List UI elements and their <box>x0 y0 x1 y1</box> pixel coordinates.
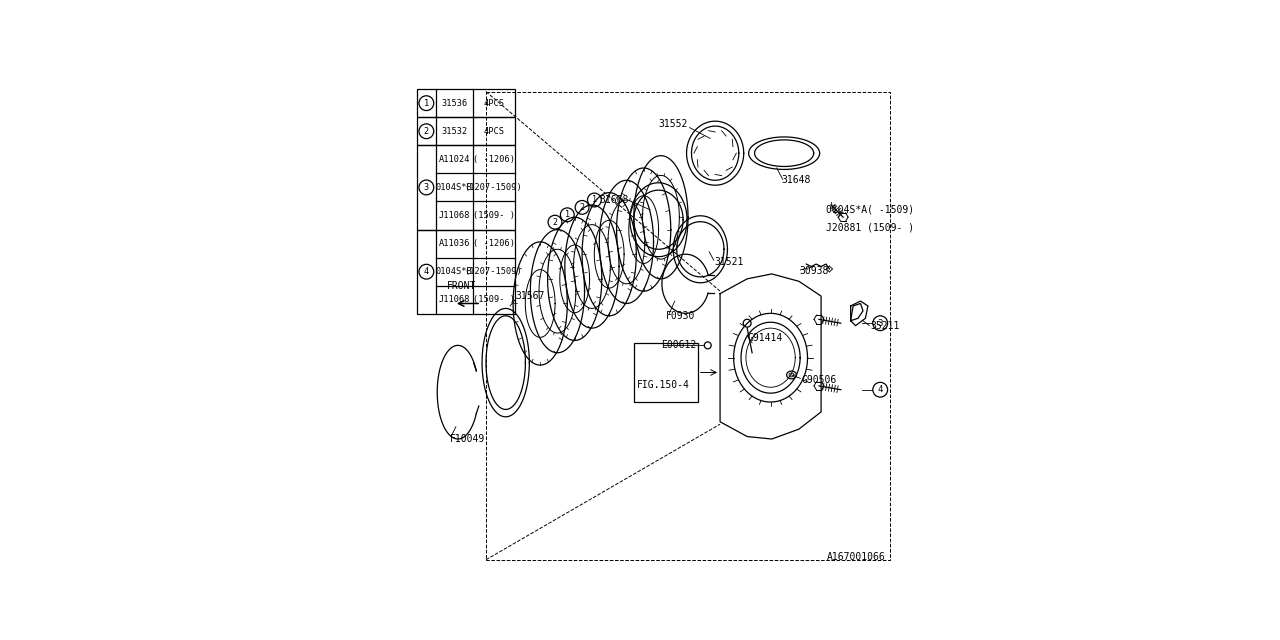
Text: 31567: 31567 <box>516 291 545 301</box>
Bar <box>417 117 515 145</box>
Text: 2: 2 <box>424 127 429 136</box>
Text: G90506: G90506 <box>801 375 837 385</box>
Text: 0104S*B: 0104S*B <box>435 183 472 192</box>
Text: A167001066: A167001066 <box>827 552 886 563</box>
Text: J11068: J11068 <box>439 295 470 304</box>
Bar <box>417 145 515 230</box>
Text: 2: 2 <box>580 203 585 212</box>
Text: (1207-1509): (1207-1509) <box>465 183 522 192</box>
Text: 31648: 31648 <box>782 175 812 186</box>
Text: E00612: E00612 <box>660 340 696 350</box>
Text: F10049: F10049 <box>451 434 485 444</box>
Text: 4: 4 <box>878 385 883 394</box>
Text: G91414: G91414 <box>748 333 782 343</box>
Text: (1207-1509): (1207-1509) <box>465 268 522 276</box>
Bar <box>417 89 515 117</box>
Text: 31532: 31532 <box>442 127 467 136</box>
Text: 3: 3 <box>424 183 429 192</box>
Text: 4PCS: 4PCS <box>483 127 504 136</box>
Text: ( -1206): ( -1206) <box>472 239 515 248</box>
Text: 31536: 31536 <box>442 99 467 108</box>
Text: 4: 4 <box>424 268 429 276</box>
Text: 0104S*B: 0104S*B <box>435 268 472 276</box>
Text: J20881 (1509- ): J20881 (1509- ) <box>826 222 914 232</box>
Text: FRONT: FRONT <box>447 281 476 291</box>
Text: 30938: 30938 <box>799 266 828 276</box>
Text: 31521: 31521 <box>714 257 744 267</box>
Text: F0930: F0930 <box>666 311 695 321</box>
Text: 4PCS: 4PCS <box>483 99 504 108</box>
Bar <box>634 343 698 402</box>
Bar <box>417 230 515 314</box>
Text: 3: 3 <box>878 319 883 328</box>
Text: ( -1206): ( -1206) <box>472 155 515 164</box>
Text: FIG.150-4: FIG.150-4 <box>637 380 690 390</box>
Text: 31552: 31552 <box>659 118 689 129</box>
Text: (1509- ): (1509- ) <box>472 211 515 220</box>
Text: (1509- ): (1509- ) <box>472 295 515 304</box>
Text: 1: 1 <box>564 211 570 220</box>
Text: 0104S*A( -1509): 0104S*A( -1509) <box>826 205 914 215</box>
Text: 1: 1 <box>591 195 596 205</box>
Text: 2: 2 <box>553 218 558 227</box>
Text: 31668: 31668 <box>599 195 628 205</box>
Text: A11024: A11024 <box>439 155 470 164</box>
Text: 1: 1 <box>424 99 429 108</box>
Text: 35211: 35211 <box>870 321 900 331</box>
Text: A11036: A11036 <box>439 239 470 248</box>
Text: J11068: J11068 <box>439 211 470 220</box>
